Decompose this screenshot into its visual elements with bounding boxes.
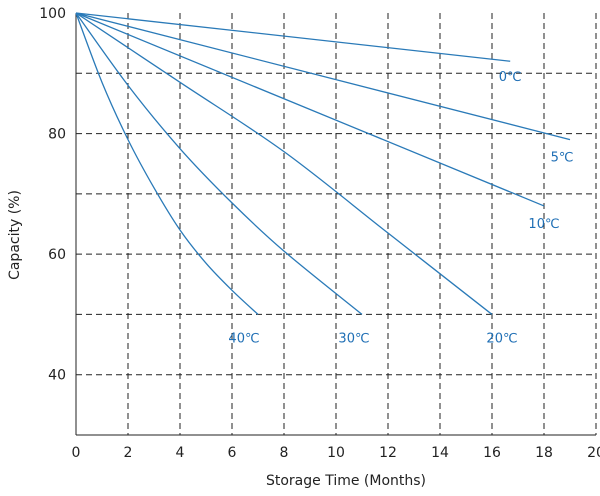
series-line (75, 12, 259, 315)
x-tick-label: 6 (228, 445, 237, 461)
series-line (75, 12, 363, 315)
series-line (75, 12, 511, 62)
y-tick-label: 60 (48, 247, 66, 263)
x-tick-label: 14 (431, 445, 449, 461)
x-tick-label: 20 (587, 445, 600, 461)
x-tick-label: 0 (72, 445, 81, 461)
x-axis-title: Storage Time (Months) (266, 473, 426, 489)
series-line (75, 12, 545, 207)
x-tick-label: 10 (327, 445, 345, 461)
axes (75, 13, 596, 436)
series-line (75, 12, 493, 315)
x-tick-label: 16 (483, 445, 501, 461)
tick-labels: 0 2 4 6 8 10 12 14 16 18 20 40 60 80 100 (39, 6, 600, 461)
x-tick-label: 8 (280, 445, 289, 461)
series-label: 40℃ (228, 331, 259, 346)
series-labels: 0℃ 5℃ 10℃ 20℃ 30℃ 40℃ (228, 70, 573, 346)
series-lines (75, 12, 571, 315)
y-tick-label: 100 (39, 6, 66, 22)
series-label: 20℃ (486, 331, 517, 346)
y-tick-label: 80 (48, 127, 66, 143)
series-label: 30℃ (338, 331, 369, 346)
y-axis-title: Capacity (%) (7, 190, 23, 280)
x-tick-label: 2 (124, 445, 133, 461)
x-tick-label: 18 (535, 445, 553, 461)
grid-lines (76, 13, 597, 435)
x-tick-label: 12 (379, 445, 397, 461)
series-label: 0℃ (499, 70, 522, 85)
x-tick-label: 4 (176, 445, 185, 461)
series-label: 5℃ (551, 151, 574, 166)
series-line (75, 12, 571, 141)
series-label: 10℃ (528, 217, 559, 232)
y-tick-label: 40 (48, 368, 66, 384)
